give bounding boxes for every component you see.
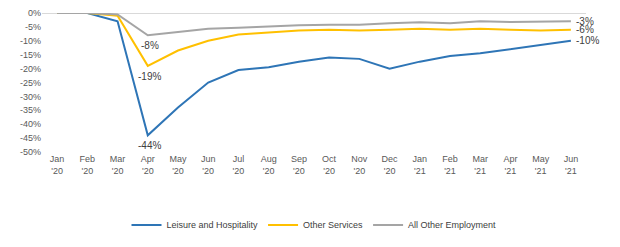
svg-text:-40%: -40% (20, 119, 41, 129)
svg-text:-35%: -35% (20, 105, 41, 115)
svg-text:-15%: -15% (20, 50, 41, 60)
svg-text:All Other Employment: All Other Employment (408, 220, 496, 230)
svg-text:-19%: -19% (138, 71, 161, 82)
svg-text:Dec'20: Dec'20 (382, 154, 399, 176)
svg-text:Apr'20: Apr'20 (141, 154, 155, 176)
svg-text:-30%: -30% (20, 92, 41, 102)
svg-text:-8%: -8% (141, 40, 159, 51)
svg-text:-44%: -44% (138, 140, 161, 151)
svg-text:Nov'20: Nov'20 (351, 154, 368, 176)
svg-text:Jun'20: Jun'20 (201, 154, 216, 176)
svg-text:-20%: -20% (20, 64, 41, 74)
svg-text:May'21: May'21 (532, 154, 550, 176)
svg-text:-25%: -25% (20, 78, 41, 88)
svg-text:May'20: May'20 (169, 154, 187, 176)
svg-text:Mar'21: Mar'21 (472, 154, 488, 176)
svg-text:-6%: -6% (576, 24, 594, 35)
svg-text:Oct'20: Oct'20 (322, 154, 337, 176)
svg-text:Jan'20: Jan'20 (50, 154, 65, 176)
svg-text:-50%: -50% (20, 147, 41, 157)
svg-text:-10%: -10% (576, 35, 599, 46)
svg-text:Sep'20: Sep'20 (291, 154, 307, 176)
svg-text:-10%: -10% (20, 36, 41, 46)
svg-text:Mar'20: Mar'20 (110, 154, 126, 176)
svg-text:Feb'20: Feb'20 (80, 154, 96, 176)
svg-text:-45%: -45% (20, 133, 41, 143)
svg-text:Aug'20: Aug'20 (261, 154, 277, 176)
svg-text:Feb'21: Feb'21 (442, 154, 458, 176)
svg-text:Apr'21: Apr'21 (503, 154, 517, 176)
svg-text:-5%: -5% (25, 22, 41, 32)
svg-text:0%: 0% (28, 8, 41, 18)
svg-text:-3%: -3% (576, 16, 594, 27)
svg-text:Jun'21: Jun'21 (564, 154, 579, 176)
svg-text:Leisure and Hospitality: Leisure and Hospitality (167, 220, 259, 230)
svg-text:Jul'20: Jul'20 (233, 154, 245, 176)
svg-text:Other Services: Other Services (303, 220, 363, 230)
svg-text:Jan'21: Jan'21 (413, 154, 428, 176)
